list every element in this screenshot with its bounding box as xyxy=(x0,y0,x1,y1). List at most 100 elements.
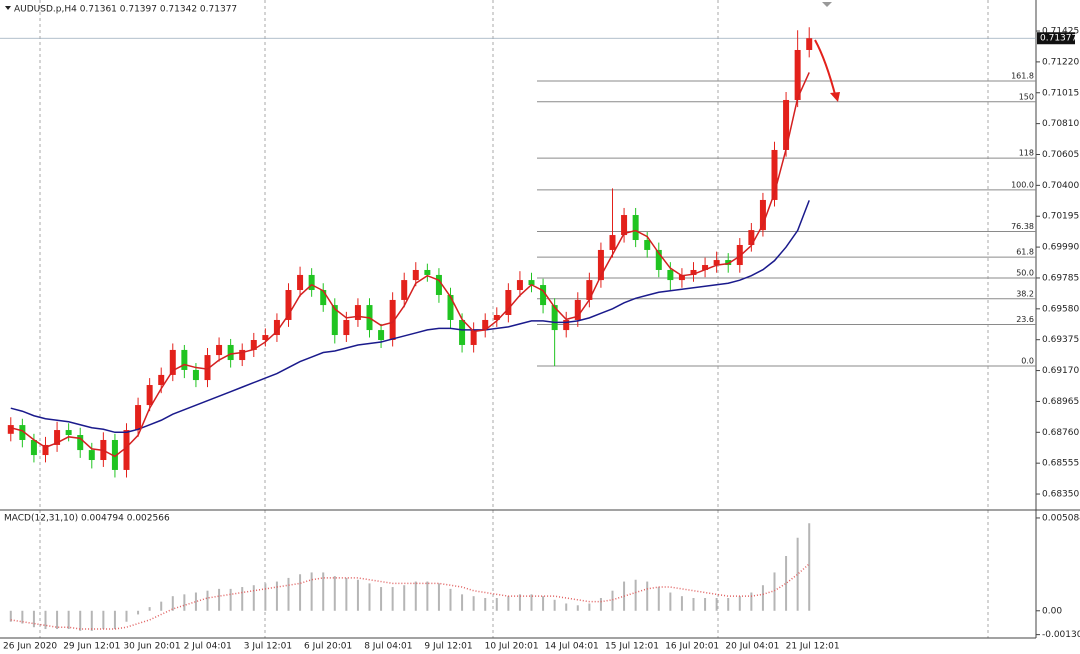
candle-body xyxy=(19,425,26,440)
candle-body xyxy=(320,290,327,306)
candle-body xyxy=(273,319,280,336)
candle-body xyxy=(7,425,14,434)
fib-label: 0.0 xyxy=(1021,357,1034,366)
x-tick-label: 14 Jul 04:01 xyxy=(545,642,599,652)
x-tick-label: 15 Jul 12:01 xyxy=(605,642,659,652)
y-tick-label: 0.68350 xyxy=(1042,490,1079,500)
y-tick-label: 0.70810 xyxy=(1042,119,1079,129)
candle-body xyxy=(493,315,500,320)
candle-body xyxy=(621,215,628,236)
candle-body xyxy=(331,305,338,336)
x-tick-label: 2 Jul 04:01 xyxy=(184,642,232,652)
candle-body xyxy=(308,274,315,291)
fib-label: 61.8 xyxy=(1016,248,1034,257)
candle-body xyxy=(702,265,709,270)
candle-body xyxy=(181,349,188,370)
macd-tick-label: 0.005084 xyxy=(1042,513,1080,523)
x-tick-label: 8 Jul 04:01 xyxy=(364,642,412,652)
candle-body xyxy=(401,280,408,300)
candle-body xyxy=(609,235,616,250)
shift-marker xyxy=(822,2,832,7)
y-tick-label: 0.71425 xyxy=(1042,27,1079,37)
candle-body xyxy=(655,249,662,270)
x-tick-label: 21 Jul 12:01 xyxy=(786,642,840,652)
candle-body xyxy=(54,430,61,445)
candle-body xyxy=(806,38,813,50)
fib-label: 23.6 xyxy=(1016,315,1034,324)
candle-body xyxy=(424,269,431,275)
candle-body xyxy=(482,319,489,331)
candle-body xyxy=(644,240,651,250)
y-tick-label: 0.70195 xyxy=(1042,212,1079,222)
y-tick-label: 0.71015 xyxy=(1042,88,1079,98)
candle-body xyxy=(111,439,118,470)
current-price-label: 0.71377 xyxy=(1040,34,1077,44)
candle-body xyxy=(748,230,755,245)
arrow-head xyxy=(830,92,840,102)
candle-body xyxy=(459,319,466,345)
x-tick-label: 30 Jun 20:01 xyxy=(123,642,180,652)
fib-label: 161.8 xyxy=(1011,72,1034,81)
y-tick-label: 0.70605 xyxy=(1042,150,1079,160)
fib-label: 150 xyxy=(1019,92,1034,101)
arrow-line xyxy=(814,39,837,99)
candle-body xyxy=(632,215,639,241)
candle-body xyxy=(713,260,720,266)
x-tick-label: 10 Jul 20:01 xyxy=(485,642,539,652)
x-tick-label: 20 Jul 04:01 xyxy=(725,642,779,652)
candle-body xyxy=(158,374,165,386)
candle-body xyxy=(597,249,604,281)
candle-body xyxy=(77,435,84,451)
candle-body xyxy=(435,274,442,295)
candle-body xyxy=(505,290,512,316)
candle-body xyxy=(551,305,558,331)
y-tick-label: 0.71220 xyxy=(1042,57,1079,67)
candle-body xyxy=(30,439,37,456)
current-price-box xyxy=(1037,32,1075,45)
x-tick-label: 16 Jul 20:01 xyxy=(665,642,719,652)
candle-body xyxy=(65,430,72,436)
y-tick-label: 0.68760 xyxy=(1042,428,1079,438)
candle-body xyxy=(123,430,130,470)
x-tick-label: 6 Jul 20:01 xyxy=(304,642,352,652)
macd-title: MACD(12,31,10) 0.004794 0.002566 xyxy=(4,514,170,524)
candle-body xyxy=(146,385,153,406)
candle-body xyxy=(516,280,523,291)
ma-slow xyxy=(10,200,810,434)
candle-body xyxy=(297,274,304,291)
candle-body xyxy=(759,199,766,231)
fib-label: 50.0 xyxy=(1016,268,1034,277)
candle-body xyxy=(586,280,593,300)
y-tick-label: 0.69170 xyxy=(1042,366,1079,376)
arrow-annotation xyxy=(814,39,840,102)
candle-body xyxy=(88,450,95,461)
candle-body xyxy=(42,444,49,456)
candle-body xyxy=(783,99,790,150)
plot: 0.71425 0.71220 0.71015 0.70810 0.70605 0.704… xyxy=(0,27,1080,652)
candle-body xyxy=(690,269,697,275)
y-tick-label: 0.68965 xyxy=(1042,397,1079,407)
candle-body xyxy=(239,349,246,361)
fib-label: 76.38 xyxy=(1011,222,1034,231)
candle-body xyxy=(204,355,211,381)
menu-icon[interactable] xyxy=(5,6,11,10)
y-tick-label: 0.69990 xyxy=(1042,243,1079,253)
x-tick-label: 9 Jul 12:01 xyxy=(424,642,472,652)
chart-title: AUDUSD.p,H4 0.71361 0.71397 0.71342 0.71… xyxy=(14,5,237,15)
candle-body xyxy=(285,290,292,320)
candle-body xyxy=(794,49,801,100)
macd-tick-label: -0.001306 xyxy=(1042,630,1080,640)
candle-body xyxy=(216,344,223,356)
candle-body xyxy=(354,305,361,320)
candle-body xyxy=(412,269,419,281)
x-tick-label: 3 Jul 12:01 xyxy=(244,642,292,652)
candle-body xyxy=(470,330,477,345)
candle-body xyxy=(563,319,570,331)
candle-body xyxy=(667,269,674,281)
candle-body xyxy=(528,280,535,286)
candle-body xyxy=(447,294,454,320)
candle-body xyxy=(169,349,176,375)
candle-body xyxy=(192,369,199,381)
candle-body xyxy=(262,335,269,340)
